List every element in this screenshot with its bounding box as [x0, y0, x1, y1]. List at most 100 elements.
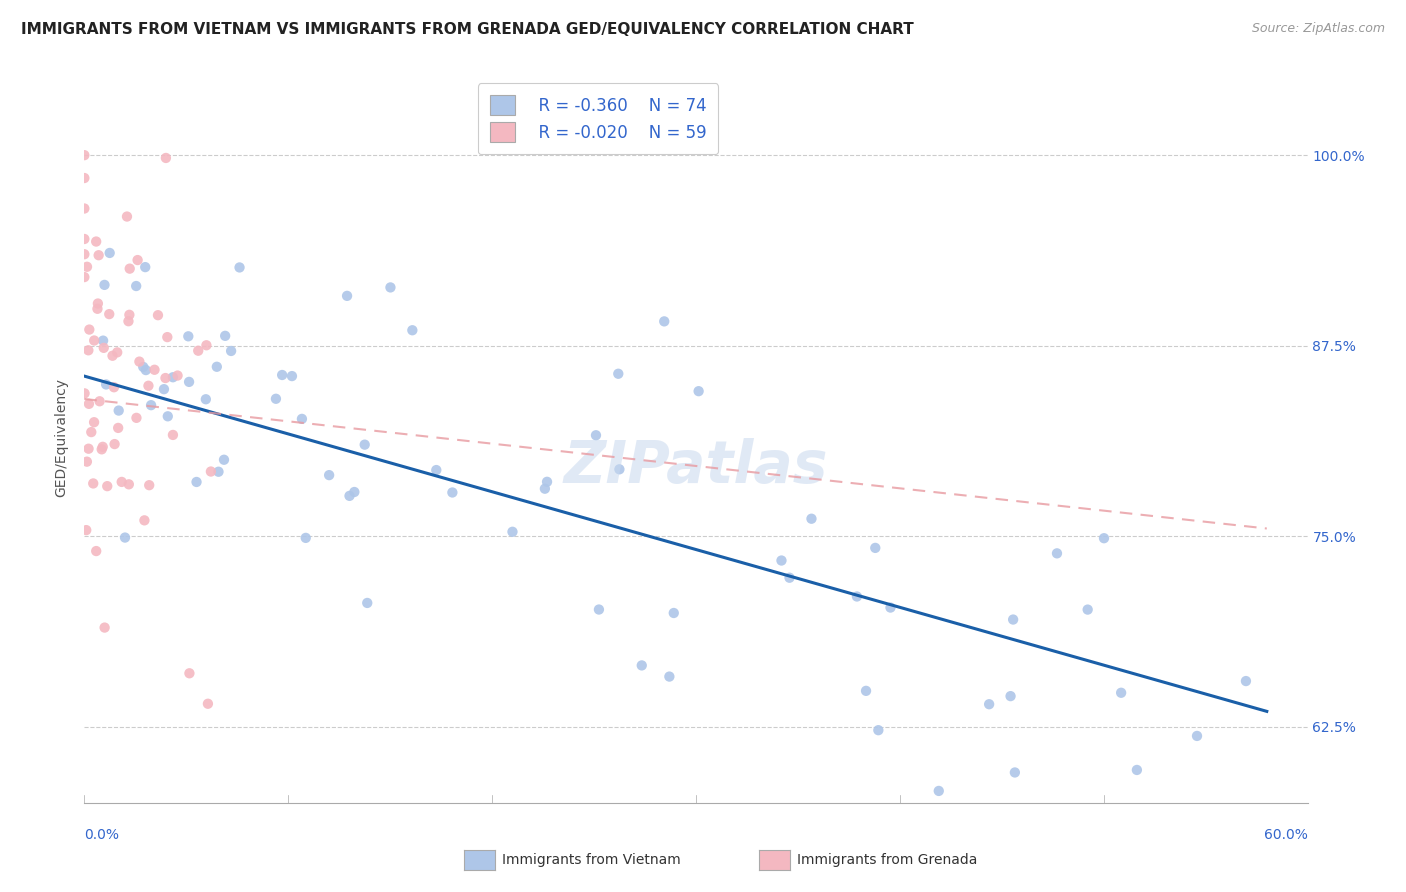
- Text: ZIPatlas: ZIPatlas: [564, 438, 828, 495]
- Point: [585, 428, 607, 442]
- Point: [1092, 531, 1115, 545]
- Point: [177, 329, 200, 343]
- Point: [401, 323, 423, 337]
- Point: [162, 370, 184, 384]
- Point: [336, 289, 359, 303]
- Point: [132, 359, 155, 374]
- Point: [82, 476, 104, 491]
- Point: [118, 261, 141, 276]
- Point: [588, 602, 610, 616]
- Point: [1077, 602, 1099, 616]
- Point: [205, 359, 228, 374]
- Point: [127, 253, 149, 268]
- Point: [138, 478, 160, 492]
- Point: [125, 279, 148, 293]
- Point: [93, 341, 115, 355]
- Point: [84, 544, 107, 558]
- Point: [155, 151, 177, 165]
- Point: [115, 210, 138, 224]
- Point: [318, 468, 340, 483]
- Point: [104, 437, 127, 451]
- Point: [91, 440, 114, 454]
- Point: [93, 277, 115, 292]
- Point: [441, 485, 464, 500]
- Point: [353, 437, 375, 451]
- Point: [101, 349, 124, 363]
- Text: 0.0%: 0.0%: [84, 828, 120, 842]
- Point: [75, 523, 97, 537]
- Point: [91, 334, 114, 348]
- Point: [865, 541, 887, 555]
- Point: [1004, 765, 1026, 780]
- Point: [770, 553, 793, 567]
- Point: [928, 784, 950, 798]
- Point: [845, 590, 868, 604]
- Point: [139, 398, 162, 412]
- Point: [228, 260, 250, 275]
- Point: [425, 463, 447, 477]
- Point: [84, 235, 107, 249]
- Point: [662, 606, 685, 620]
- Point: [652, 314, 675, 328]
- Point: [281, 369, 304, 384]
- Point: [800, 512, 823, 526]
- Point: [134, 260, 156, 274]
- Point: [143, 363, 166, 377]
- Legend:   R = -0.360    N = 74,   R = -0.020    N = 59: R = -0.360 N = 74, R = -0.020 N = 59: [478, 83, 718, 154]
- Point: [339, 489, 361, 503]
- Point: [86, 301, 108, 316]
- Point: [128, 354, 150, 368]
- Text: IMMIGRANTS FROM VIETNAM VS IMMIGRANTS FROM GRENADA GED/EQUIVALENCY CORRELATION C: IMMIGRANTS FROM VIETNAM VS IMMIGRANTS FR…: [21, 22, 914, 37]
- Point: [420, 841, 443, 855]
- Point: [118, 308, 141, 322]
- Y-axis label: GED/Equivalency: GED/Equivalency: [55, 377, 69, 497]
- Point: [264, 392, 287, 406]
- Point: [197, 697, 219, 711]
- Point: [73, 270, 96, 285]
- Point: [146, 308, 169, 322]
- Point: [630, 658, 652, 673]
- Point: [138, 378, 160, 392]
- Point: [1002, 613, 1025, 627]
- Point: [868, 723, 890, 738]
- Point: [389, 806, 412, 821]
- Point: [73, 148, 96, 162]
- Point: [90, 442, 112, 457]
- Point: [187, 343, 209, 358]
- Point: [195, 338, 218, 352]
- Point: [98, 307, 121, 321]
- Point: [103, 380, 125, 394]
- Point: [343, 485, 366, 500]
- Point: [1234, 674, 1257, 689]
- Point: [186, 475, 208, 489]
- Point: [294, 531, 316, 545]
- Point: [73, 247, 96, 261]
- Point: [107, 421, 129, 435]
- Point: [118, 477, 141, 491]
- Point: [501, 524, 523, 539]
- Point: [79, 322, 101, 336]
- Point: [200, 465, 222, 479]
- Point: [155, 371, 177, 385]
- Point: [1185, 729, 1208, 743]
- Point: [73, 232, 96, 246]
- Point: [89, 394, 111, 409]
- Point: [1109, 686, 1132, 700]
- Point: [77, 442, 100, 456]
- Point: [77, 397, 100, 411]
- Point: [207, 465, 229, 479]
- Point: [73, 386, 96, 401]
- Point: [80, 425, 103, 439]
- Text: 60.0%: 60.0%: [1264, 828, 1308, 842]
- Point: [688, 384, 710, 399]
- Point: [87, 248, 110, 262]
- Point: [93, 621, 115, 635]
- Point: [96, 479, 118, 493]
- Point: [87, 296, 110, 310]
- Point: [156, 409, 179, 424]
- Point: [271, 368, 294, 382]
- Point: [658, 669, 681, 683]
- Point: [607, 367, 630, 381]
- Point: [107, 403, 129, 417]
- Point: [83, 334, 105, 348]
